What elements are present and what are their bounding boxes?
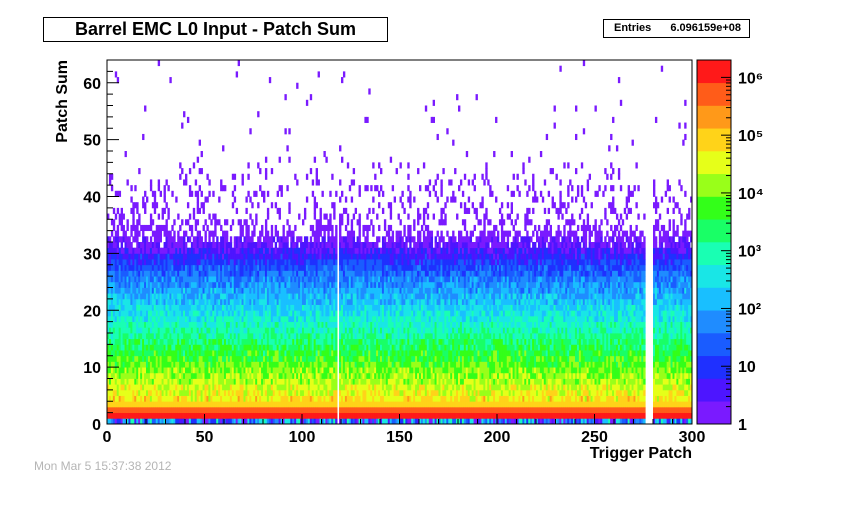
colorbar-segment [697, 287, 731, 311]
entries-label: Entries [614, 22, 652, 34]
timestamp-footer: Mon Mar 5 15:37:38 2012 [34, 459, 172, 473]
colorbar-segment [697, 196, 731, 220]
heatmap-cells [107, 60, 693, 425]
colorbar-segment [697, 128, 731, 152]
x-tick-label: 250 [581, 429, 608, 446]
colorbar-segment [697, 378, 731, 402]
x-tick-label: 200 [484, 429, 511, 446]
chart-title: Barrel EMC L0 Input - Patch Sum [43, 17, 388, 42]
y-tick-label: 40 [83, 190, 101, 207]
y-tick-label: 60 [83, 76, 101, 93]
colorbar-segment [697, 105, 731, 129]
y-tick-label: 10 [83, 360, 101, 377]
x-axis-label: Trigger Patch [590, 445, 692, 462]
colorbar-segment [697, 310, 731, 334]
x-tick-label: 150 [386, 429, 413, 446]
colorbar-tick-label: 1 [738, 417, 747, 434]
colorbar-segment [697, 401, 731, 425]
entries-value: 6.096159e+08 [670, 22, 741, 34]
colorbar-segment [697, 242, 731, 266]
colorbar-segment [697, 333, 731, 357]
y-tick-label: 50 [83, 133, 101, 150]
stats-box: Entries 6.096159e+08 [603, 19, 750, 38]
colorbar-segment [697, 264, 731, 288]
colorbar-tick-label: 10³ [738, 244, 761, 261]
y-tick-label: 0 [92, 417, 101, 434]
colorbar-tick-label: 10⁴ [738, 186, 764, 203]
colorbar-tick-label: 10⁶ [738, 70, 763, 87]
x-tick-label: 0 [103, 429, 112, 446]
colorbar-segment [697, 355, 731, 379]
colorbar-tick-label: 10⁵ [738, 128, 763, 145]
x-tick-label: 50 [196, 429, 214, 446]
colorbar-tick-label: 10² [738, 301, 761, 318]
colorbar-tick-label: 10 [738, 359, 756, 376]
colorbar-segment [697, 60, 731, 84]
y-tick-label: 30 [83, 246, 101, 263]
colorbar-segment [697, 219, 731, 243]
x-tick-label: 100 [289, 429, 316, 446]
colorbar-segment [697, 151, 731, 175]
x-tick-label: 300 [679, 429, 706, 446]
y-tick-label: 20 [83, 303, 101, 320]
colorbar-segment [697, 173, 731, 197]
colorbar-segment [697, 82, 731, 106]
y-axis-label: Patch Sum [54, 60, 71, 143]
colorbar-frame [696, 59, 732, 425]
